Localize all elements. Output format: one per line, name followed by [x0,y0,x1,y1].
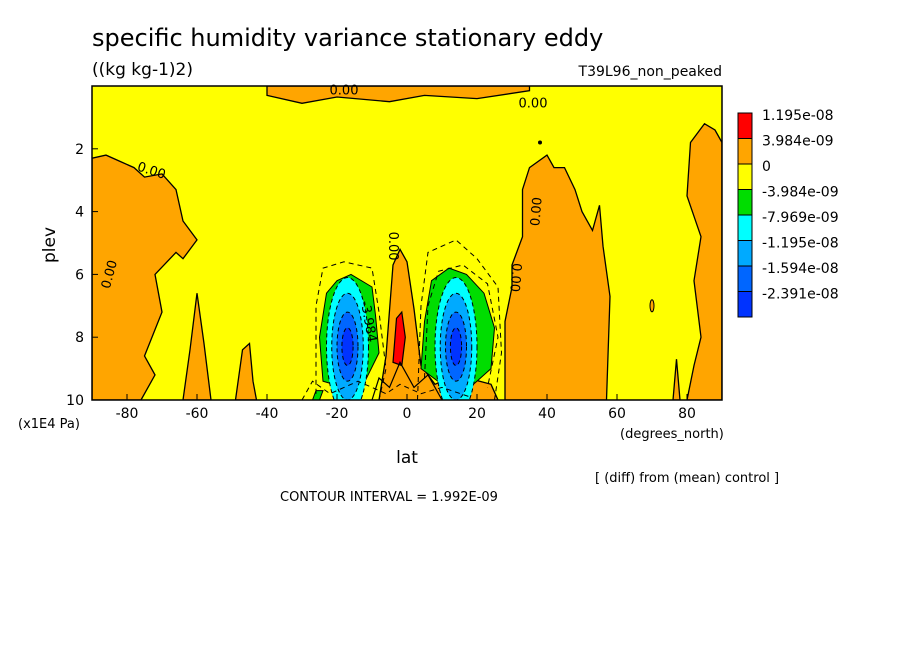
top-band-region [266,86,531,104]
y-units-label: (x1E4 Pa) [18,417,80,432]
legend-swatch [737,112,753,139]
contour-dot [538,140,542,145]
lower-equatorial-contour [371,360,443,400]
northern-core-level-3 [449,327,463,366]
legend-swatch [737,138,753,165]
legend-label: -3.984e-09 [762,185,839,201]
legend-swatch [737,240,753,267]
legend-swatch [737,214,753,241]
y-tick-label: 2 [75,142,84,158]
legend-swatch [737,265,753,292]
contour-labels: 0.000.000.000.000.000.000.00-3.984 [99,84,547,344]
southern-midlatitude-bump [182,293,212,400]
y-axis-title: plev [40,227,60,263]
small-positive-island [649,299,655,313]
contour-label-group: 0.00 [385,232,400,261]
southern-outer-contour [315,261,387,400]
equatorial-maximum [392,310,406,367]
legend-label: -7.969e-09 [762,210,839,226]
legend-label: -1.594e-08 [762,261,839,277]
x-tick-label: 0 [403,406,412,422]
x-tick-label: 20 [468,406,486,422]
y-tick-label: 6 [75,267,84,283]
y-tick-label: 8 [75,330,84,346]
x-tick-label: -40 [256,406,279,422]
contour-label-group: 0.00 [506,262,523,292]
contour-label-group: 0.00 [519,96,548,111]
x-tick-label: 80 [678,406,696,422]
contour-label: 0.00 [506,262,523,292]
y-tick-label: 4 [75,205,84,221]
northern-subtropical-region [504,154,611,400]
southern-lower-bump [234,342,258,400]
legend-swatch [737,163,753,190]
x-tick-label: -20 [326,406,349,422]
contour-interval-label: CONTOUR INTERVAL = 1.992E-09 [280,490,498,505]
northern-outer-contour [417,239,503,400]
y-tick-label: 10 [66,393,84,409]
equatorial-lower-region [378,247,499,400]
legend-swatch [737,189,753,216]
x-tick-label: 60 [608,406,626,422]
northern-middle-contour [424,264,499,388]
x-tick-label: 40 [538,406,556,422]
northern-small-bump [672,359,681,400]
chart-title: specific humidity variance stationary ed… [92,24,603,52]
contour-label-group: -3.984 [357,300,379,344]
southern-lower-patch [311,390,324,400]
contour-label: 0.00 [385,232,400,261]
y-axis: 2 4 6 8 10 [66,142,98,409]
difference-note: [ (diff) from (mean) control ] [595,471,779,486]
contour-label-group: 0.00 [330,84,359,99]
run-label: T39L96_non_peaked [578,64,722,80]
southern-core-level-3 [341,327,354,366]
filled-contours [92,86,722,400]
contour-lines [301,140,655,400]
x-units-label: (degrees_north) [620,427,724,442]
x-tick-label: -80 [116,406,139,422]
contour-label: 0.00 [99,259,121,291]
contour-label-group: 0.00 [528,197,545,227]
x-axis-title: lat [396,448,418,468]
legend-label: -2.391e-08 [762,287,839,303]
legend: 1.195e-08 3.984e-09 0 -3.984e-09 -7.969e-09 -… [737,108,839,318]
legend-label: 1.195e-08 [762,108,834,124]
contour-label: 0.00 [519,96,548,111]
legend-swatch [737,291,753,318]
contour-label: 0.00 [528,197,545,227]
lower-tropical-contour [301,380,471,400]
southern-polar-region [92,154,198,400]
contour-label: 0.00 [330,84,359,99]
units-label: ((kg kg-1)2) [92,60,193,80]
contour-label: -3.984 [357,300,379,344]
legend-label: 0 [762,159,771,175]
northern-high-latitude-region [686,122,722,400]
plot-area [92,86,722,400]
legend-label: -1.195e-08 [762,236,839,252]
contour-label-group: 0.00 [99,259,121,291]
x-axis: -80 -60 -40 -20 0 20 40 60 80 [116,394,696,422]
x-tick-label: -60 [186,406,209,422]
legend-label: 3.984e-09 [762,134,834,150]
